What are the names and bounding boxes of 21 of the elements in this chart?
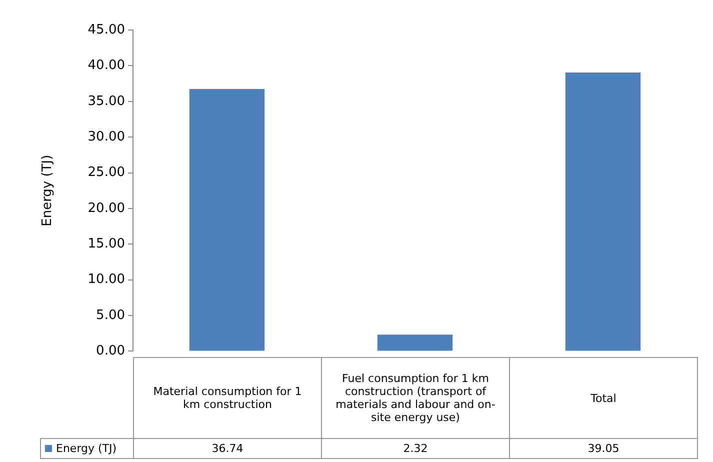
y-tick-label: 30.00: [88, 129, 125, 144]
x-tick-label: Material consumption for 1 km construction: [133, 357, 322, 439]
data-label: 39.05: [509, 438, 698, 459]
bar: [377, 334, 453, 351]
data-label: 2.32: [321, 438, 510, 459]
bar: [565, 72, 641, 351]
bar: [189, 88, 265, 351]
y-tick-label: 35.00: [88, 94, 125, 109]
data-label: 36.74: [133, 438, 322, 459]
y-tick-label: 25.00: [88, 165, 125, 180]
y-axis-title: Energy (TJ): [40, 154, 56, 226]
y-tick-label: 10.00: [88, 272, 125, 288]
legend-label: Energy (TJ): [56, 442, 117, 455]
x-tick-label: Total: [509, 357, 698, 439]
y-tick-label: 20.00: [88, 200, 125, 216]
y-tick-label: 0.00: [96, 344, 125, 359]
y-tick-label: 5.00: [96, 308, 125, 323]
x-tick-label: Fuel consumption for 1 km construction (transport of materials and labour and on-site energy use): [321, 357, 510, 439]
y-tick-label: 45.00: [88, 22, 125, 38]
y-tick-label: 40.00: [88, 58, 125, 74]
y-tick-label: 15.00: [88, 236, 125, 252]
